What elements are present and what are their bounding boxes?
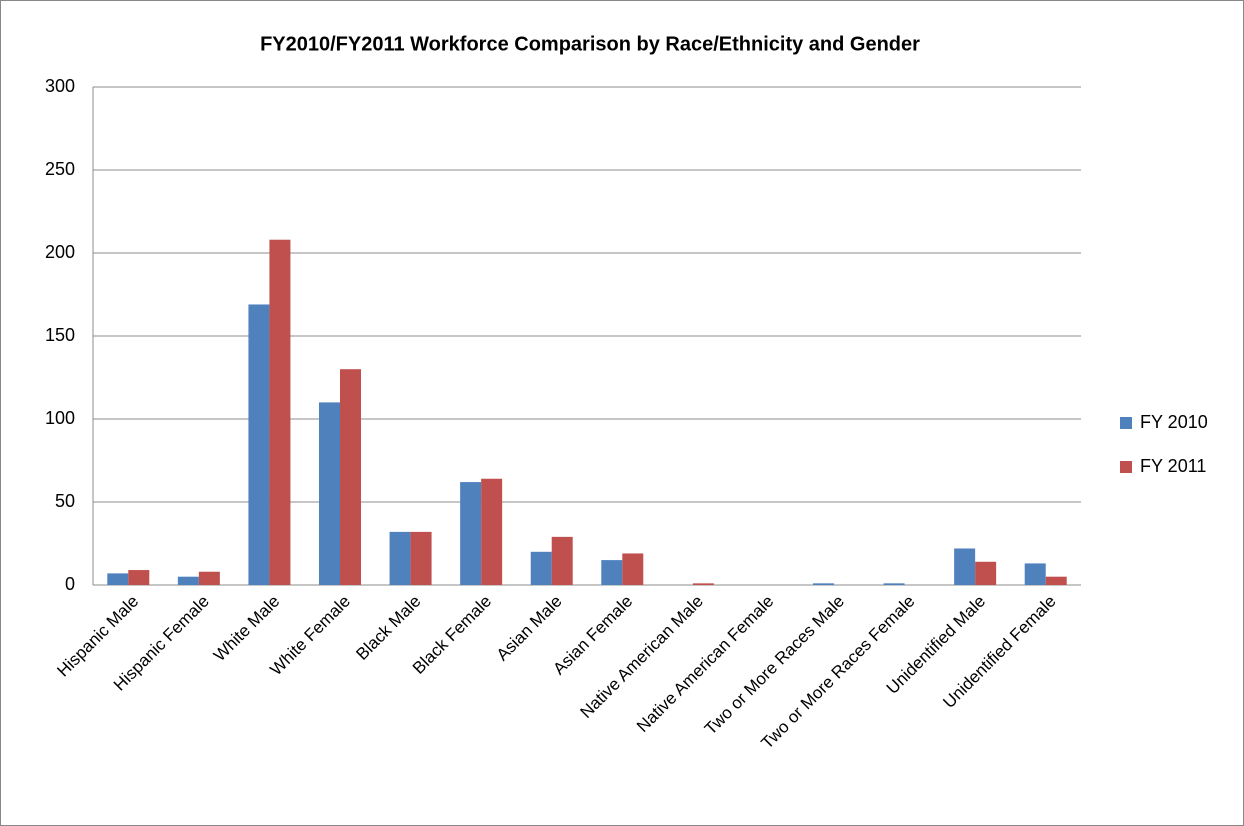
bar: [1045, 576, 1067, 585]
bar: [813, 583, 834, 585]
bar: [883, 583, 905, 585]
y-tick-label: 0: [65, 574, 75, 594]
bar: [1024, 563, 1046, 585]
bar: [551, 536, 573, 585]
bar: [481, 478, 503, 585]
bar: [975, 561, 997, 585]
legend-swatch: [1120, 461, 1132, 473]
y-tick-label: 50: [55, 491, 75, 511]
bar: [177, 576, 199, 585]
bar: [530, 551, 552, 585]
legend-label: FY 2011: [1140, 456, 1206, 476]
bar: [622, 553, 644, 585]
bar: [460, 482, 482, 585]
bar: [340, 369, 361, 585]
bar: [128, 570, 150, 585]
y-tick-label: 250: [45, 159, 75, 179]
bar: [389, 531, 411, 585]
legend-label: FY 2010: [1140, 412, 1208, 432]
bar: [601, 560, 623, 585]
y-tick-label: 200: [45, 242, 75, 262]
y-tick-label: 100: [45, 408, 75, 428]
bar: [107, 573, 129, 585]
bar: [248, 304, 270, 585]
bar: [954, 548, 976, 585]
bar: [269, 239, 291, 585]
legend-swatch: [1120, 417, 1132, 429]
chart-title: FY2010/FY2011 Workforce Comparison by Ra…: [260, 33, 920, 55]
y-tick-label: 300: [45, 76, 75, 96]
bar: [319, 402, 340, 585]
bar: [198, 571, 220, 585]
y-tick-label: 150: [45, 325, 75, 345]
bar: [692, 583, 714, 585]
bar: [410, 531, 432, 585]
